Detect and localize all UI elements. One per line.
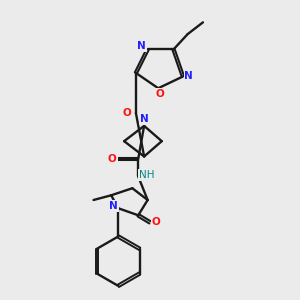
Text: N: N: [109, 201, 118, 211]
Text: O: O: [155, 89, 164, 99]
Text: N: N: [140, 114, 148, 124]
Text: O: O: [108, 154, 117, 164]
Text: O: O: [122, 108, 131, 118]
Text: O: O: [152, 218, 160, 227]
Text: N: N: [184, 71, 193, 82]
Text: NH: NH: [139, 170, 154, 180]
Text: N: N: [137, 41, 146, 51]
